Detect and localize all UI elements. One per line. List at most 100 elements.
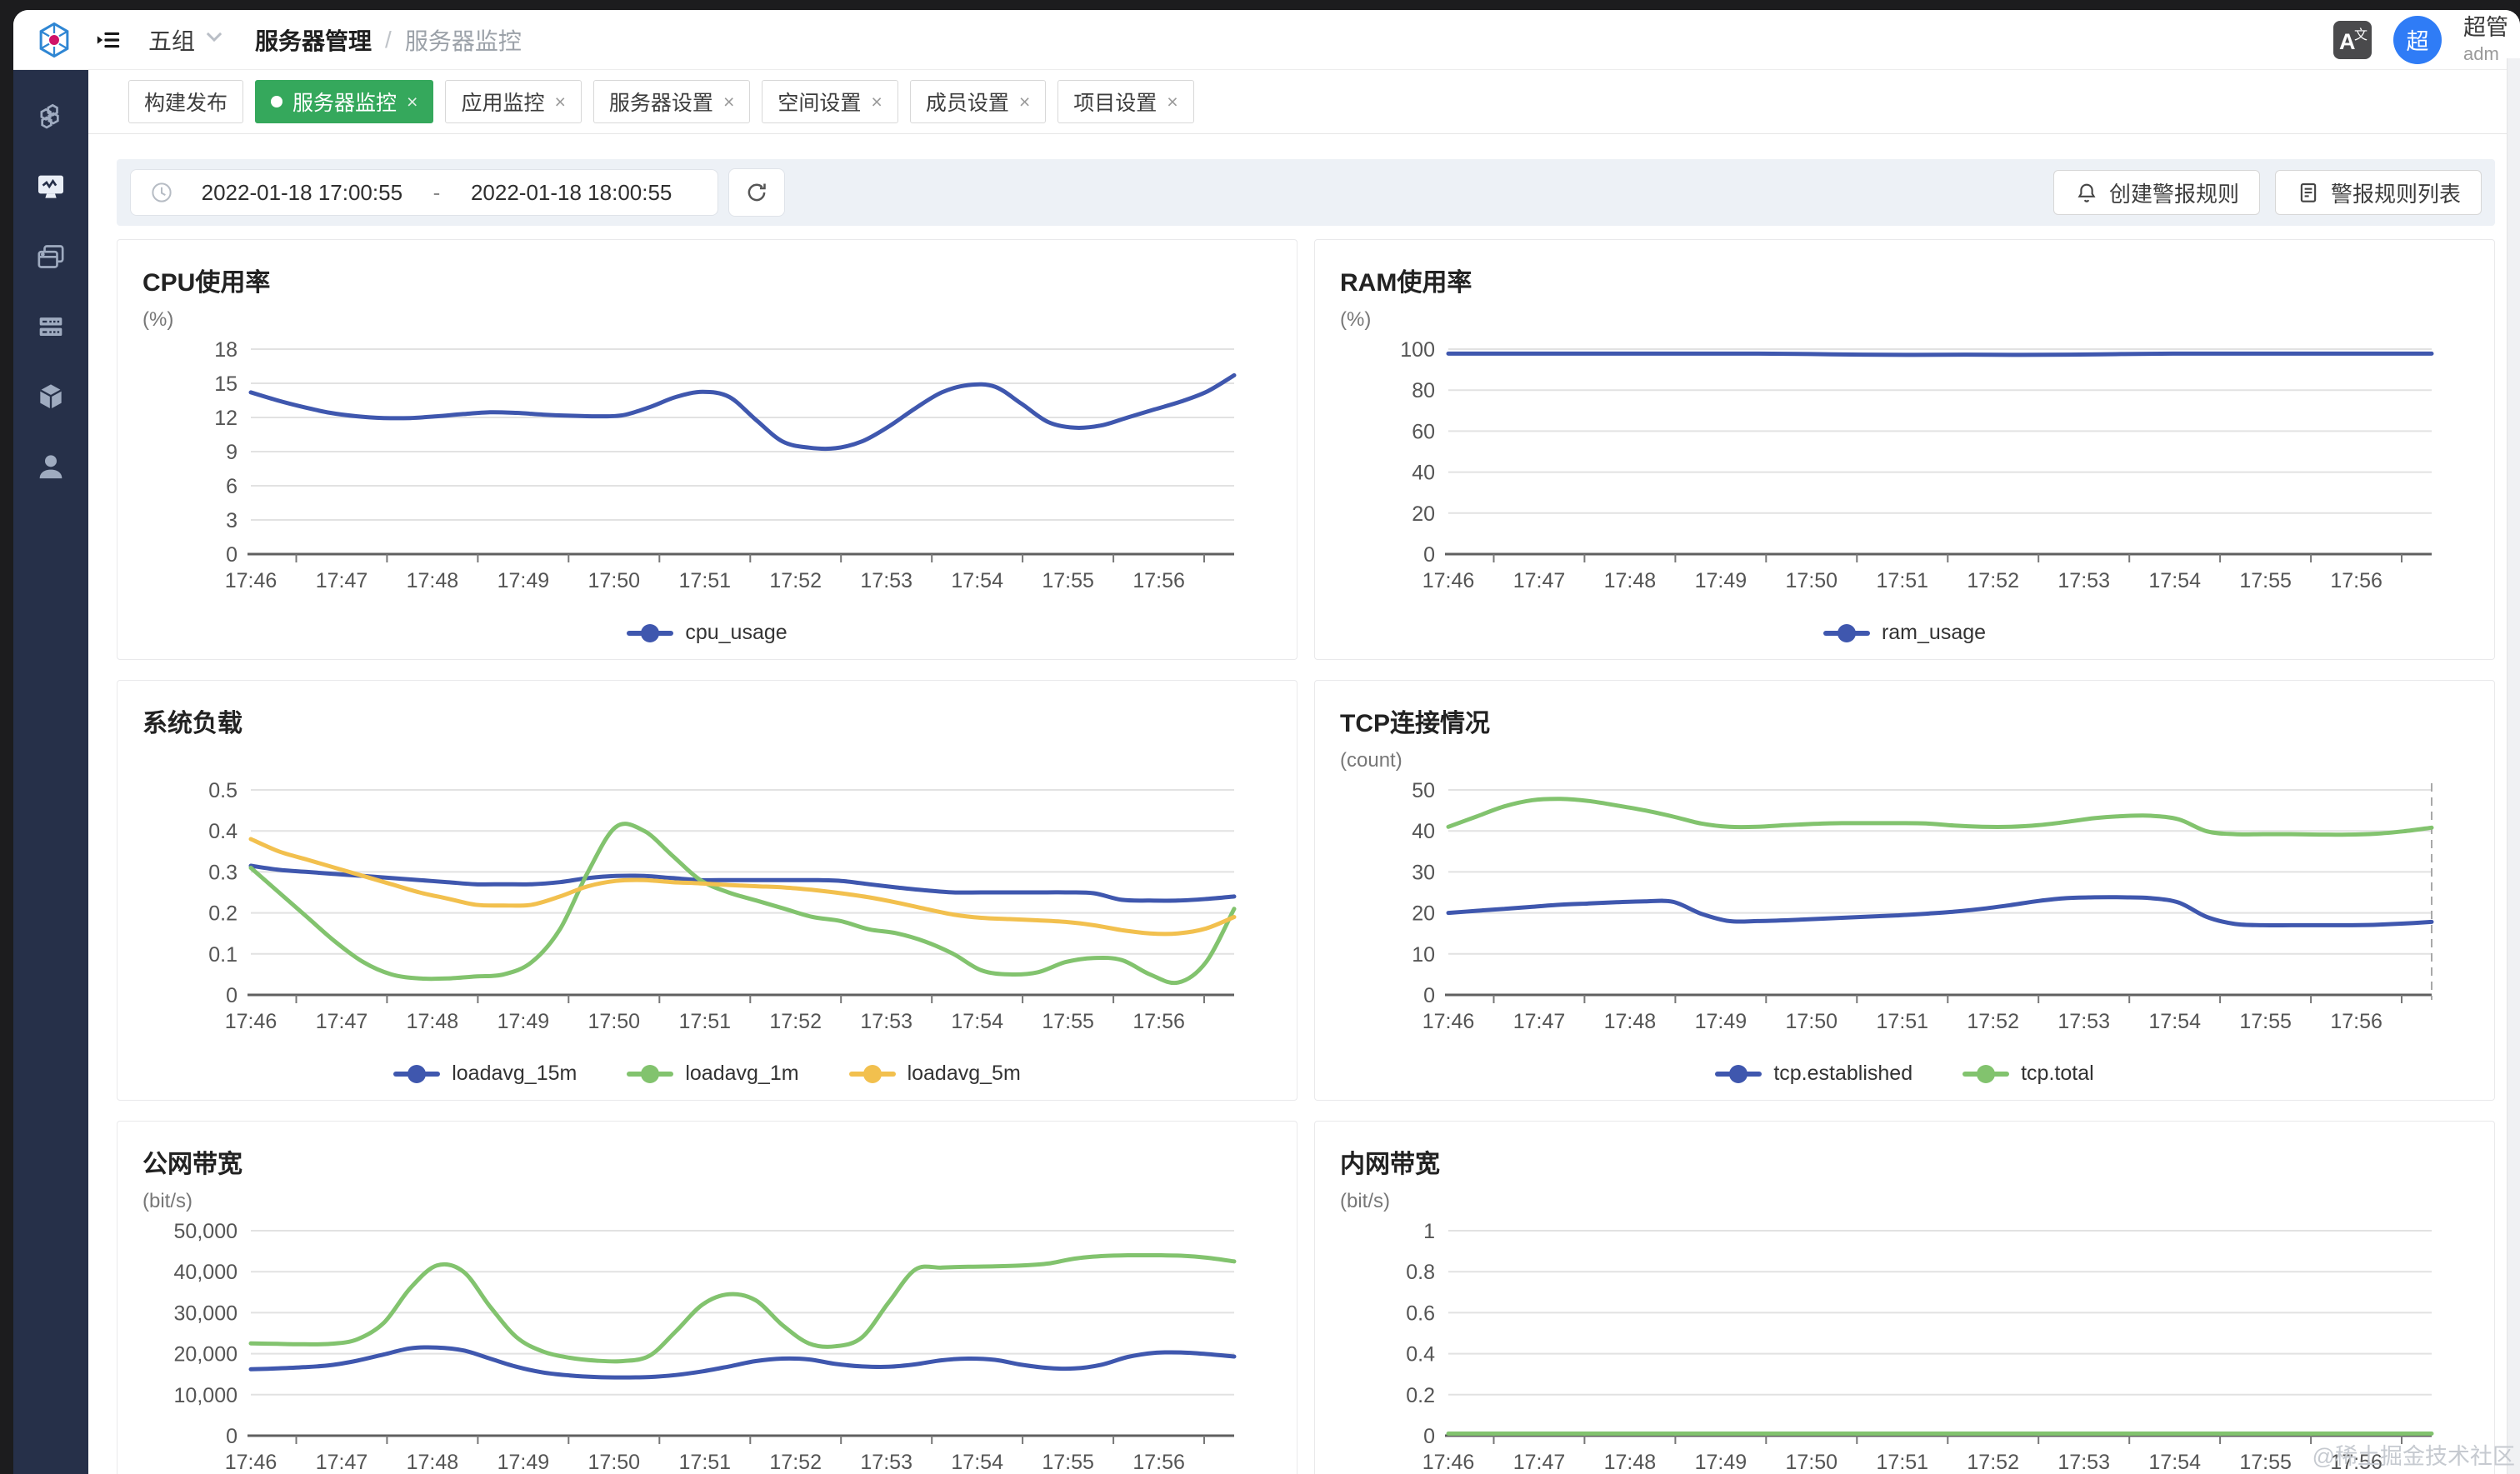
chart-title: 系统负载 — [142, 710, 242, 737]
legend-item-loadavg_15m[interactable]: loadavg_15m — [393, 1062, 577, 1086]
refresh-button[interactable] — [728, 168, 785, 217]
avatar[interactable]: 超 — [2393, 15, 2442, 64]
series-line-wan-1 — [248, 1345, 1237, 1380]
svg-text:17:49: 17:49 — [1695, 569, 1748, 592]
create-alert-rule-button[interactable]: 创建警报规则 — [2052, 170, 2260, 215]
window-edge-strip[interactable] — [2507, 58, 2520, 1474]
chart-unit: (bit/s) — [1340, 1190, 1390, 1212]
chart-plot[interactable]: 18 15 12 9 6 3 0 17:46 17:47 17:48 17:49 17:50 17:51… — [142, 337, 1272, 601]
legend-item-cpu_usage[interactable]: cpu_usage — [627, 621, 788, 645]
legend-marker-icon — [393, 1064, 441, 1083]
svg-text:0: 0 — [1423, 984, 1435, 1007]
date-range-separator: - — [432, 179, 441, 205]
date-range-start[interactable]: 2022-01-18 17:00:55 — [201, 179, 403, 205]
y-gridlines: 50 40 30 20 10 0 — [1412, 779, 2432, 1007]
breadcrumb-separator: / — [385, 26, 392, 52]
chart-title: TCP连接情况 — [1340, 710, 1490, 737]
tab-0[interactable]: 构建发布 — [128, 80, 244, 123]
header-right: A 文 超 超管 adm — [2333, 14, 2520, 65]
legend-item-tcp.total[interactable]: tcp.total — [1962, 1062, 2094, 1086]
language-switch-button[interactable]: A 文 — [2333, 20, 2372, 59]
close-tab-icon[interactable]: × — [722, 90, 735, 112]
legend-item-loadavg_5m[interactable]: loadavg_5m — [848, 1062, 1021, 1086]
legend-label: loadavg_5m — [907, 1062, 1021, 1085]
close-tab-icon[interactable]: × — [407, 90, 418, 112]
svg-text:17:46: 17:46 — [1422, 1451, 1475, 1474]
svg-text:17:56: 17:56 — [1132, 1451, 1185, 1474]
language-icon: A — [2339, 28, 2356, 54]
svg-text:17:49: 17:49 — [498, 1010, 550, 1033]
refresh-icon — [748, 183, 766, 202]
svg-text:1: 1 — [1423, 1220, 1435, 1243]
svg-text:17:46: 17:46 — [225, 569, 278, 592]
legend-item-ram_usage[interactable]: ram_usage — [1822, 621, 1987, 645]
svg-text:0.8: 0.8 — [1406, 1261, 1435, 1284]
legend-label: loadavg_15m — [452, 1062, 578, 1085]
svg-text:17:47: 17:47 — [1513, 1451, 1566, 1474]
close-tab-icon[interactable]: × — [871, 90, 882, 112]
clock-icon — [152, 182, 172, 202]
svg-text:0: 0 — [1423, 543, 1435, 567]
close-tab-icon[interactable]: × — [1167, 90, 1178, 112]
chart-plot[interactable]: 0.5 0.4 0.3 0.2 0.1 0 17:46 17:47 17:48 17:49 17:5… — [142, 777, 1272, 1042]
close-tab-icon[interactable]: × — [1018, 90, 1031, 112]
alert-rule-list-button[interactable]: 警报规则列表 — [2274, 170, 2482, 215]
app-logo-icon — [35, 21, 73, 59]
menu-unfold-icon[interactable] — [95, 27, 122, 53]
sidebar-item-user[interactable] — [13, 432, 88, 502]
svg-text:17:48: 17:48 — [1604, 1010, 1657, 1033]
sidebar-item-cube[interactable] — [13, 362, 88, 432]
chart-unit — [142, 749, 1272, 772]
legend-item-tcp.established[interactable]: tcp.established — [1715, 1062, 1912, 1086]
tab-label: 服务器监控 — [292, 92, 398, 115]
svg-text:17:54: 17:54 — [2148, 1010, 2201, 1033]
chart-plot[interactable]: 50 40 30 20 10 0 17:46 17:47 17:48 17:49 17:50 17:5… — [1340, 777, 2469, 1042]
date-range-end[interactable]: 2022-01-18 18:00:55 — [470, 179, 672, 205]
document-icon — [2300, 182, 2317, 202]
x-axis: 17:46 17:47 17:48 17:49 17:50 17:51 17:52 17:53… — [225, 1434, 1234, 1474]
close-tab-icon[interactable]: × — [554, 90, 566, 112]
chart-plot[interactable]: 50,000 40,000 30,000 20,000 10,000 0 17:46 17:4… — [142, 1218, 1272, 1474]
tab-4[interactable]: 空间设置 × — [762, 80, 898, 123]
legend-marker-icon — [627, 1064, 674, 1083]
svg-text:17:53: 17:53 — [860, 1451, 912, 1474]
y-gridlines: 1 0.8 0.6 0.4 0.2 0 — [1406, 1220, 2432, 1448]
x-axis: 17:46 17:47 17:48 17:49 17:50 17:51 17:52 17:53… — [1422, 993, 2432, 1033]
sidebar-item-server[interactable] — [13, 292, 88, 362]
svg-text:17:50: 17:50 — [588, 569, 641, 592]
svg-text:17:54: 17:54 — [951, 1010, 1003, 1033]
sidebar-item-cluster[interactable] — [13, 82, 88, 152]
svg-text:17:53: 17:53 — [860, 569, 912, 592]
legend-item-loadavg_1m[interactable]: loadavg_1m — [627, 1062, 799, 1086]
user-role: adm — [2463, 42, 2499, 64]
svg-text:17:52: 17:52 — [1967, 1451, 2019, 1474]
chart-canvas-cpu: 18 15 12 9 6 3 017:46 17:47 17:48 17:49 17:50 17:51… — [214, 338, 1237, 592]
y-gridlines: 50,000 40,000 30,000 20,000 10,000 0 — [174, 1220, 1234, 1448]
svg-text:17:51: 17:51 — [679, 1451, 732, 1474]
user-info[interactable]: 超管 adm — [2463, 14, 2518, 65]
tab-3[interactable]: 服务器设置 × — [592, 80, 751, 123]
tab-label: 服务器设置 — [608, 92, 713, 115]
legend-label: ram_usage — [1881, 621, 1987, 644]
svg-text:0.2: 0.2 — [208, 902, 238, 926]
series-line-tcp.established — [1446, 895, 2434, 927]
chart-plot[interactable]: 1 0.8 0.6 0.4 0.2 0 17:46 17:47 17:48 17:49 17:50 1… — [1340, 1218, 2469, 1474]
tab-1[interactable]: 服务器监控 × — [255, 80, 434, 123]
tab-2[interactable]: 应用监控 × — [445, 80, 582, 123]
monitor-icon — [34, 170, 68, 203]
svg-text:17:55: 17:55 — [1042, 569, 1094, 592]
svg-text:60: 60 — [1412, 420, 1435, 443]
tab-6[interactable]: 项目设置 × — [1058, 80, 1194, 123]
tab-5[interactable]: 成员设置 × — [909, 80, 1047, 123]
tab-label: 项目设置 — [1073, 92, 1158, 115]
chart-plot[interactable]: 100 80 60 40 20 0 17:46 17:47 17:48 17:49 17:50 17:… — [1340, 337, 2469, 601]
breadcrumb-parent[interactable]: 服务器管理 — [255, 27, 372, 54]
workspace-selector[interactable]: 五组 — [148, 23, 225, 57]
svg-text:50: 50 — [1412, 779, 1435, 802]
chart-unit: (bit/s) — [142, 1190, 192, 1212]
date-range-picker[interactable]: 2022-01-18 17:00:55 - 2022-01-18 18:00:5… — [130, 169, 718, 216]
sidebar-item-apps[interactable] — [13, 222, 88, 292]
sidebar-item-monitor[interactable] — [13, 152, 88, 222]
chart-card-wan: 公网带宽 (bit/s) 50,000 40,000 30,000 20,000 10,00… — [117, 1121, 1298, 1474]
